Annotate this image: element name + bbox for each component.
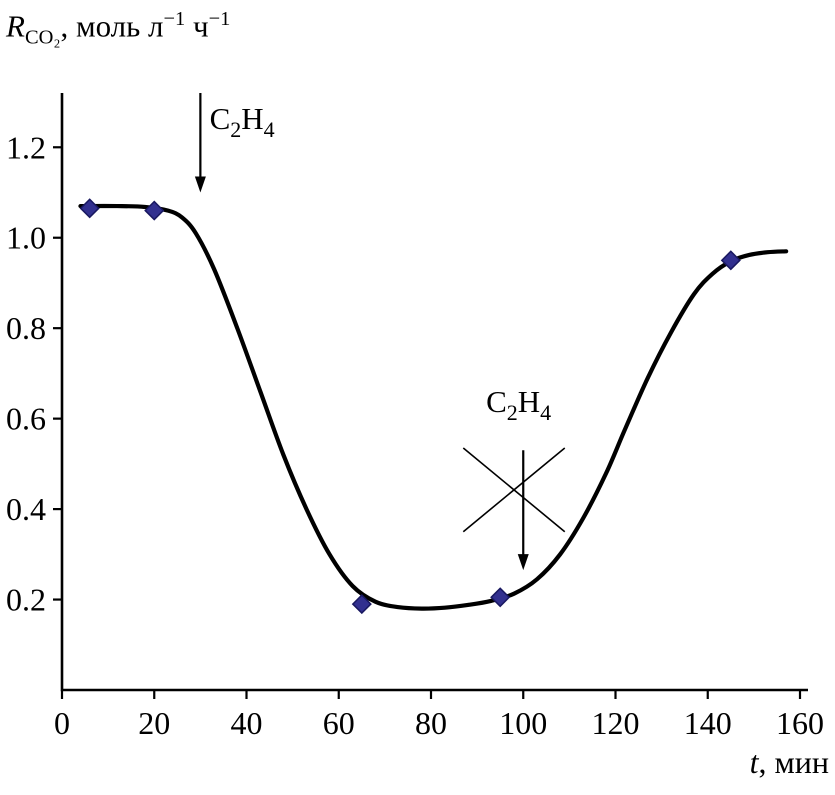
y-axis-units-2: ч [185, 8, 209, 44]
data-point [720, 250, 741, 271]
y-axis-exponent-1: −1 [163, 8, 186, 30]
y-axis-units: , моль л [60, 8, 164, 44]
data-point [490, 587, 511, 608]
x-tick-label: 80 [415, 705, 447, 741]
x-tick-label: 140 [684, 705, 732, 741]
y-tick-label: 0.6 [6, 401, 46, 437]
data-point [144, 200, 165, 221]
y-axis-symbol: R [6, 8, 25, 44]
cross-out-line [462, 447, 566, 533]
x-tick-label: 60 [323, 705, 355, 741]
y-tick-label: 1.2 [6, 129, 46, 165]
x-tick-label: 0 [54, 705, 70, 741]
annotation-arrowhead [517, 554, 529, 571]
x-tick-label: 100 [499, 705, 547, 741]
x-tick-label: 160 [776, 705, 824, 741]
y-tick-label: 0.8 [6, 310, 46, 346]
data-point [351, 594, 372, 615]
data-curve [78, 203, 789, 611]
y-axis-title: RCO₂, моль л−1 ч−1 [6, 8, 230, 50]
annotation-label: C2H4 [210, 101, 275, 142]
y-axis-symbol-subscript: CO₂ [24, 26, 61, 49]
y-tick-label: 0.4 [6, 491, 46, 527]
axis-lines [60, 93, 808, 692]
x-tick-label: 20 [138, 705, 170, 741]
y-tick-label: 1.0 [6, 220, 46, 256]
y-tick-label: 0.2 [6, 582, 46, 618]
x-axis-symbol: t [749, 744, 759, 780]
x-axis-units: , мин [758, 744, 830, 780]
data-point [79, 198, 100, 219]
x-tick-label: 40 [231, 705, 263, 741]
annotation-arrowhead [194, 176, 206, 193]
y-axis-exponent-2: −1 [208, 8, 231, 30]
x-tick-label: 120 [592, 705, 640, 741]
x-axis-title: t, мин [750, 744, 829, 781]
annotation-label: C2H4 [486, 384, 551, 425]
